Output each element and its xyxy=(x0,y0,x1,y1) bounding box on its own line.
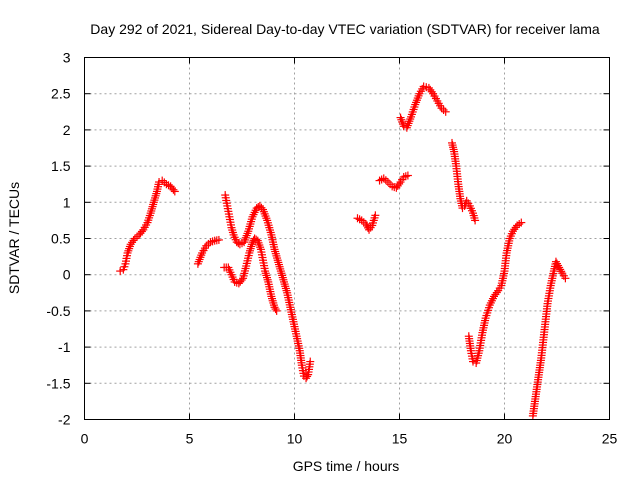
data-point xyxy=(149,200,158,209)
data-point xyxy=(282,286,291,295)
y-tick-label: 1 xyxy=(63,194,71,210)
data-point xyxy=(557,267,566,276)
data-point xyxy=(129,236,138,245)
data-point xyxy=(281,282,290,291)
data-point xyxy=(511,223,520,232)
data-point xyxy=(261,269,270,278)
data-point xyxy=(273,254,282,263)
chart-title: Day 292 of 2021, Sidereal Day-to-day VTE… xyxy=(90,21,600,37)
y-tick-label: -1.5 xyxy=(46,375,70,391)
data-point xyxy=(150,196,159,205)
data-point xyxy=(280,280,289,289)
data-point xyxy=(151,193,160,202)
data-point xyxy=(276,264,285,273)
data-point xyxy=(262,271,271,280)
y-tick-label: 2.5 xyxy=(51,86,71,102)
data-point xyxy=(133,232,141,241)
data-point xyxy=(273,256,282,265)
data-point xyxy=(272,306,281,315)
data-point xyxy=(281,284,290,293)
data-point xyxy=(147,206,156,215)
data-point xyxy=(263,275,272,284)
data-point xyxy=(271,247,280,256)
data-point xyxy=(471,216,480,225)
y-tick-label: 2 xyxy=(63,122,71,138)
data-point xyxy=(149,198,158,207)
data-point xyxy=(151,191,160,200)
data-point xyxy=(306,357,315,366)
x-tick-label: 0 xyxy=(81,431,89,447)
data-point xyxy=(152,189,161,198)
data-point xyxy=(276,267,285,276)
data-point xyxy=(162,180,171,189)
data-point xyxy=(277,269,286,278)
x-tick-label: 15 xyxy=(392,431,408,447)
x-tick-label: 20 xyxy=(497,431,513,447)
data-point xyxy=(441,107,450,116)
data-point xyxy=(245,246,254,255)
data-point xyxy=(439,105,448,114)
plot-frame xyxy=(84,57,610,420)
data-point xyxy=(271,249,280,258)
data-point xyxy=(303,372,312,381)
data-point xyxy=(270,303,279,312)
y-tick-label: -1 xyxy=(58,339,71,355)
data-point xyxy=(268,296,277,305)
data-point xyxy=(561,274,570,283)
y-tick-label: 1.5 xyxy=(51,158,71,174)
data-point xyxy=(403,171,412,180)
data-point xyxy=(427,87,436,96)
data-point xyxy=(492,288,501,297)
data-point xyxy=(279,275,288,284)
data-point xyxy=(278,271,287,280)
data-point xyxy=(280,277,288,286)
x-tick-label: 5 xyxy=(186,431,194,447)
data-point xyxy=(381,176,390,185)
data-point xyxy=(268,294,277,303)
y-tick-label: 0.5 xyxy=(51,231,71,247)
data-point xyxy=(246,244,255,253)
data-point xyxy=(137,227,146,236)
data-point xyxy=(272,251,281,260)
data-point xyxy=(169,185,178,194)
x-tick-label: 10 xyxy=(287,431,303,447)
data-point xyxy=(170,187,179,196)
data-point xyxy=(275,262,284,271)
data-point xyxy=(147,204,156,213)
data-point xyxy=(395,179,404,188)
data-point xyxy=(274,260,283,269)
data-point xyxy=(371,211,380,220)
data-point xyxy=(487,296,496,305)
y-tick-label: 0 xyxy=(63,267,71,283)
data-point xyxy=(353,214,362,223)
tick-labels: 0 5 10 15 20 25 -2 -1.5 -1 -0.5 0 0.5 1 1.5 2 2.5 3 xyxy=(46,50,617,447)
data-point xyxy=(271,305,280,314)
data-point xyxy=(206,238,215,247)
gridlines xyxy=(84,57,610,420)
data-point xyxy=(379,174,388,183)
y-tick-label: 3 xyxy=(63,50,71,66)
data-point xyxy=(148,202,157,211)
y-axis-label: SDTVAR / TECUs xyxy=(6,182,22,294)
y-tick-label: -2 xyxy=(58,412,71,428)
y-tick-label: -0.5 xyxy=(46,303,70,319)
data-point xyxy=(274,258,283,267)
x-tick-label: 25 xyxy=(602,431,618,447)
x-axis-label: GPS time / hours xyxy=(293,458,400,474)
data-point xyxy=(214,235,223,244)
data-markers xyxy=(116,82,570,420)
data-point xyxy=(517,218,526,227)
data-point xyxy=(237,276,246,285)
data-point xyxy=(357,216,366,225)
